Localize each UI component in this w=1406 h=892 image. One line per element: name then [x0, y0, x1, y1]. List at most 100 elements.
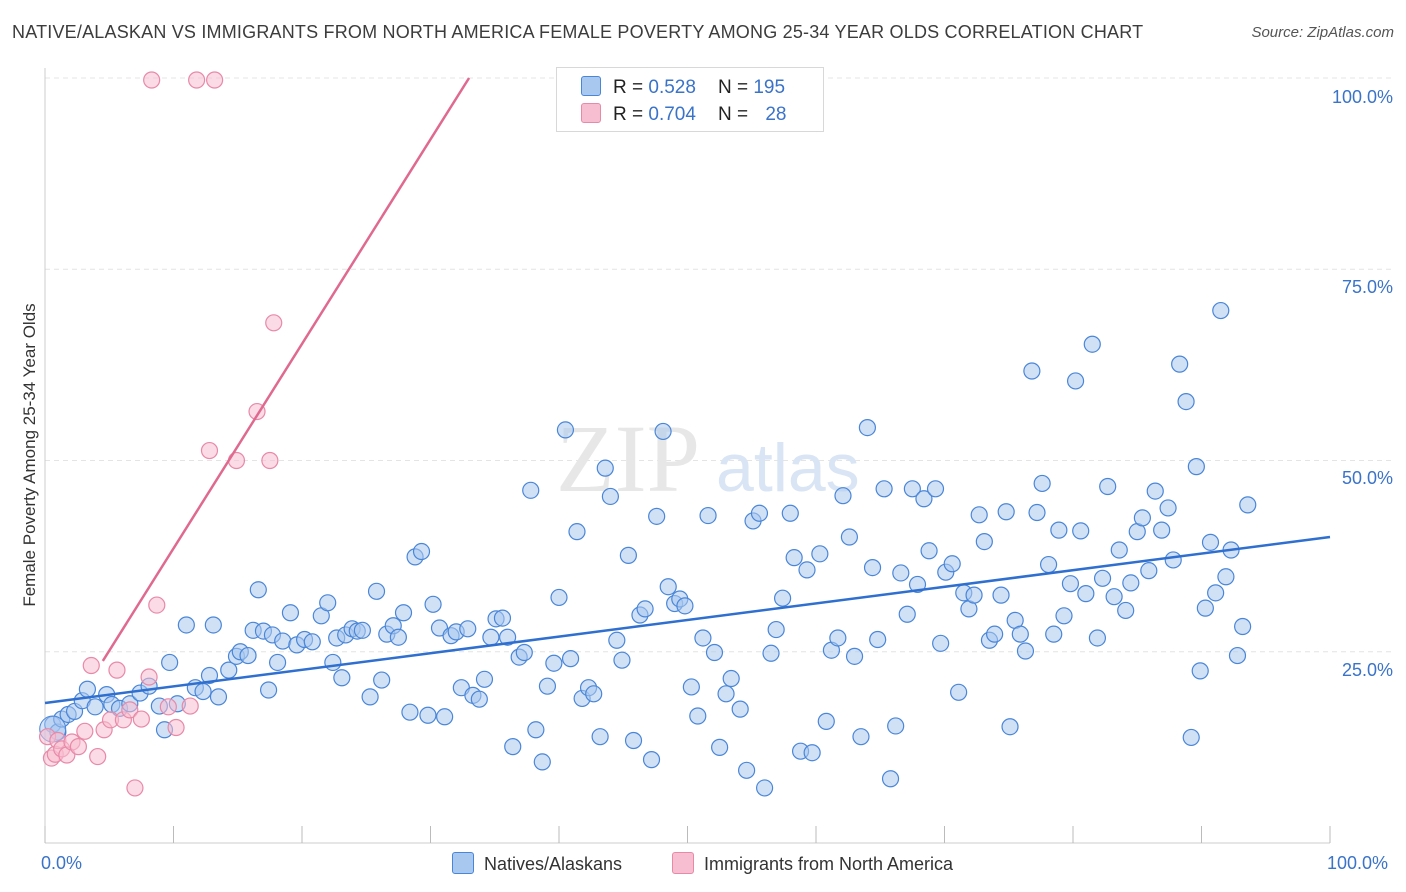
point-natives: [373, 671, 391, 689]
point-natives: [1239, 496, 1257, 514]
point-natives: [636, 600, 654, 618]
point-natives: [361, 688, 379, 706]
point-natives: [798, 561, 816, 579]
point-immigrants: [140, 668, 158, 686]
point-natives: [1077, 585, 1095, 603]
point-natives: [817, 712, 835, 730]
point-natives: [624, 731, 643, 750]
point-natives: [493, 609, 512, 627]
point-natives: [731, 700, 749, 718]
point-natives: [281, 604, 300, 622]
point-natives: [750, 504, 769, 522]
point-natives: [845, 647, 864, 665]
point-natives: [545, 654, 563, 672]
point-natives: [239, 646, 257, 665]
point-natives: [394, 604, 413, 622]
point-immigrants: [261, 451, 279, 470]
point-natives: [204, 616, 222, 634]
point-natives: [965, 586, 983, 604]
point-natives: [1001, 718, 1019, 736]
point-natives: [852, 728, 870, 746]
point-natives: [470, 690, 488, 708]
point-immigrants: [121, 701, 139, 719]
point-natives: [475, 670, 494, 688]
point-natives: [1159, 499, 1177, 517]
point-natives: [694, 629, 712, 647]
point-natives: [1039, 555, 1058, 574]
point-natives: [659, 578, 677, 596]
point-natives: [459, 620, 477, 638]
point-natives: [950, 683, 968, 701]
point-immigrants-top: [143, 71, 161, 89]
point-natives: [932, 634, 950, 652]
point-natives: [1066, 372, 1085, 390]
legend-swatch-blue: [581, 76, 601, 96]
y-tick-label-25: 25.0%: [1341, 660, 1393, 680]
y-tick-label-75: 75.0%: [1341, 277, 1393, 297]
point-natives: [997, 503, 1015, 521]
point-natives: [78, 680, 97, 698]
point-natives: [881, 770, 900, 788]
point-natives: [676, 597, 694, 615]
series-immigrants-north-america: [38, 71, 587, 797]
point-natives: [767, 620, 785, 639]
point-natives: [550, 588, 568, 607]
point-immigrants: [108, 661, 126, 679]
point-natives: [1182, 728, 1200, 747]
point-natives: [200, 666, 219, 685]
x-tick-label-100: 100.0%: [1327, 853, 1389, 873]
point-natives: [591, 728, 609, 746]
point-natives: [1191, 662, 1209, 680]
point-natives: [705, 643, 724, 662]
point-natives: [1133, 509, 1151, 527]
point-natives: [1234, 617, 1252, 636]
point-natives: [596, 459, 614, 477]
point-natives: [274, 632, 292, 650]
point-natives: [762, 644, 780, 662]
source-credit: Source: ZipAtlas.com: [1251, 24, 1394, 41]
point-natives: [986, 625, 1004, 643]
point-natives: [1201, 533, 1220, 551]
point-immigrants: [159, 698, 177, 716]
point-natives: [1093, 569, 1112, 587]
point-natives: [1122, 574, 1140, 592]
point-natives: [303, 633, 321, 651]
point-natives: [648, 507, 666, 525]
point-natives: [161, 653, 179, 672]
legend-n-natives: 195: [753, 77, 786, 98]
point-natives: [892, 564, 910, 582]
point-natives: [1033, 474, 1051, 493]
point-natives: [482, 628, 500, 646]
point-natives: [1217, 568, 1235, 586]
point-natives: [522, 481, 540, 499]
point-immigrants: [167, 718, 185, 737]
point-natives: [249, 581, 267, 599]
point-natives: [1177, 392, 1195, 411]
point-natives: [689, 707, 707, 725]
point-natives: [1207, 584, 1225, 602]
point-natives: [1212, 301, 1230, 320]
point-natives: [319, 594, 337, 612]
point-natives: [353, 621, 371, 639]
point-natives: [608, 631, 626, 649]
bottom-legend-natives: Natives/Alaskans: [452, 852, 622, 875]
point-natives: [1099, 477, 1117, 496]
point-immigrants-top: [206, 71, 224, 89]
point-natives: [1016, 642, 1035, 660]
point-natives: [682, 678, 700, 696]
point-natives: [367, 582, 386, 600]
point-natives: [829, 629, 847, 647]
point-natives: [401, 703, 419, 721]
point-immigrants: [69, 738, 88, 756]
point-natives: [412, 542, 431, 561]
point-natives: [194, 682, 212, 701]
point-natives: [527, 721, 545, 739]
point-natives: [903, 480, 921, 498]
point-natives: [654, 422, 672, 441]
legend-r-immigrants: 0.704: [648, 104, 696, 125]
point-natives: [738, 761, 756, 779]
point-natives: [568, 523, 586, 541]
point-immigrants: [265, 314, 283, 332]
point-natives: [533, 753, 551, 771]
point-natives: [1140, 562, 1158, 580]
